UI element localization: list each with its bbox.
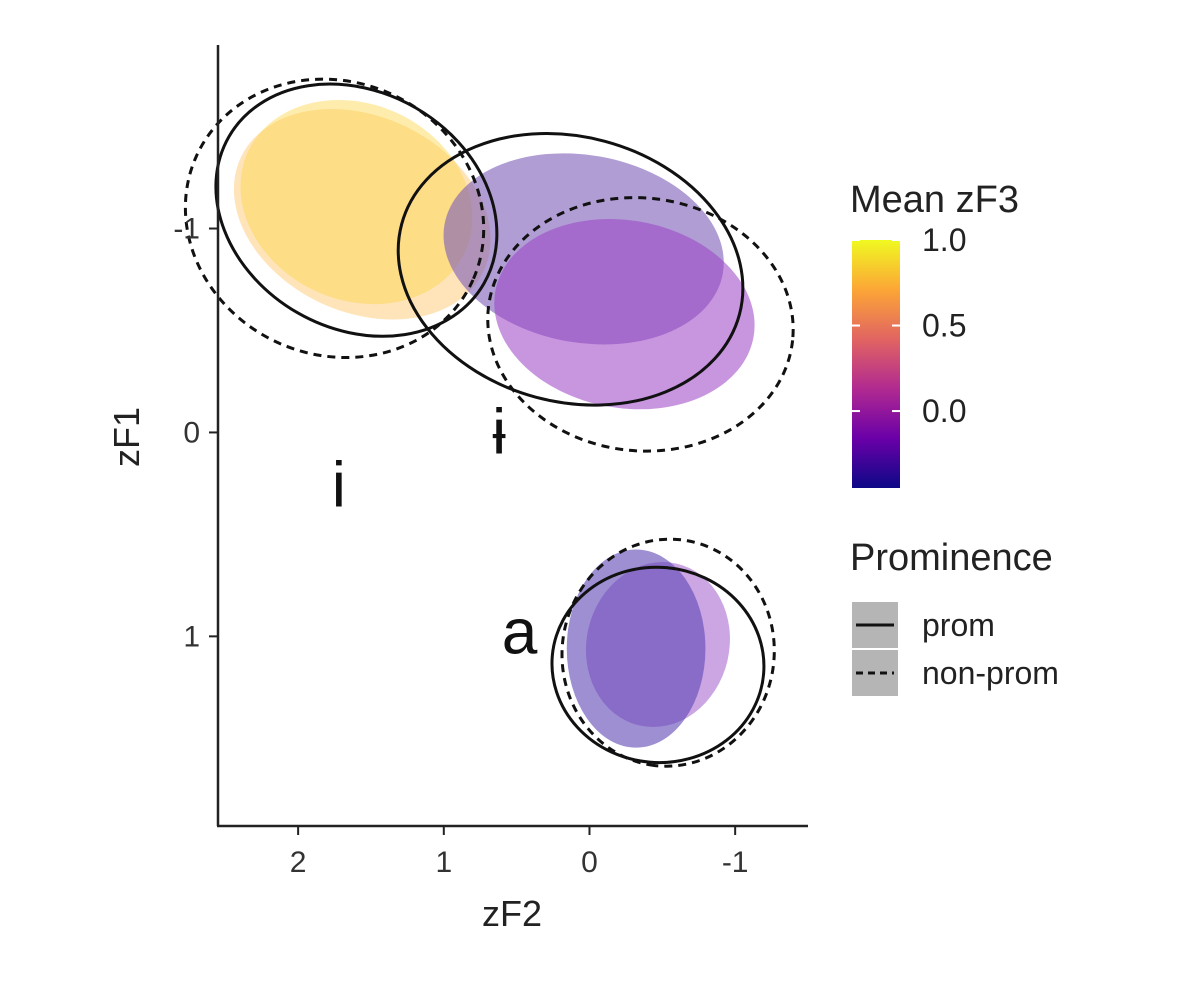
x-tick-label: 2	[290, 846, 307, 879]
y-tick-label: 0	[183, 416, 200, 449]
filled-ellipse-0	[233, 109, 491, 320]
x-ticks: 2 1 0 -1	[290, 826, 749, 879]
vowel-label: ɨ	[492, 395, 506, 467]
filled-ellipses	[233, 99, 755, 748]
x-tick-label: 1	[435, 846, 452, 879]
colorbar-tick-label: 0.5	[922, 308, 966, 344]
plot-area: i ɨ a	[183, 77, 795, 768]
x-tick-label: 0	[581, 846, 598, 879]
vowel-label: a	[502, 595, 538, 667]
outline-ellipse-non-prom	[486, 196, 795, 453]
outline-ellipse-non-prom	[183, 77, 486, 360]
color-legend-title: Mean zF3	[850, 179, 1019, 221]
vowel-label: i	[332, 448, 346, 520]
outline-ellipse-non-prom	[560, 537, 776, 768]
linetype-legend-title: Prominence	[850, 537, 1053, 579]
outline-ellipse-prom	[214, 82, 499, 338]
x-tick-label: -1	[722, 846, 749, 879]
colorbar-ticks: 1.0 0.5 0.0	[852, 222, 966, 429]
x-axis-title: zF2	[482, 893, 542, 934]
colorbar-tick-label: 0.0	[922, 393, 966, 429]
legend-entry-label: non-prom	[922, 655, 1059, 691]
y-ticks: -1 0 1	[173, 213, 218, 653]
legend-entry-label: prom	[922, 607, 995, 643]
axes: 2 1 0 -1 -1 0 1 zF2 zF1	[106, 45, 808, 934]
color-legend: Mean zF3 1.0 0.5 0.0	[850, 179, 1019, 488]
outline-ellipse-prom	[550, 565, 766, 765]
colorbar-tick-label: 1.0	[922, 222, 966, 258]
y-axis-title: zF1	[106, 407, 147, 467]
filled-ellipse-3	[494, 219, 755, 410]
y-tick-label: -1	[173, 213, 200, 246]
color-bar	[852, 240, 900, 488]
filled-ellipse-5	[566, 549, 706, 748]
outline-ellipses	[183, 77, 795, 768]
linetype-legend: Prominence prom non-prom	[850, 537, 1059, 696]
linetype-entries: prom non-prom	[852, 602, 1059, 696]
filled-ellipse-1	[240, 99, 473, 305]
vowel-labels: i ɨ a	[332, 395, 538, 667]
outline-ellipse-prom	[396, 132, 745, 407]
y-tick-label: 1	[183, 620, 200, 653]
